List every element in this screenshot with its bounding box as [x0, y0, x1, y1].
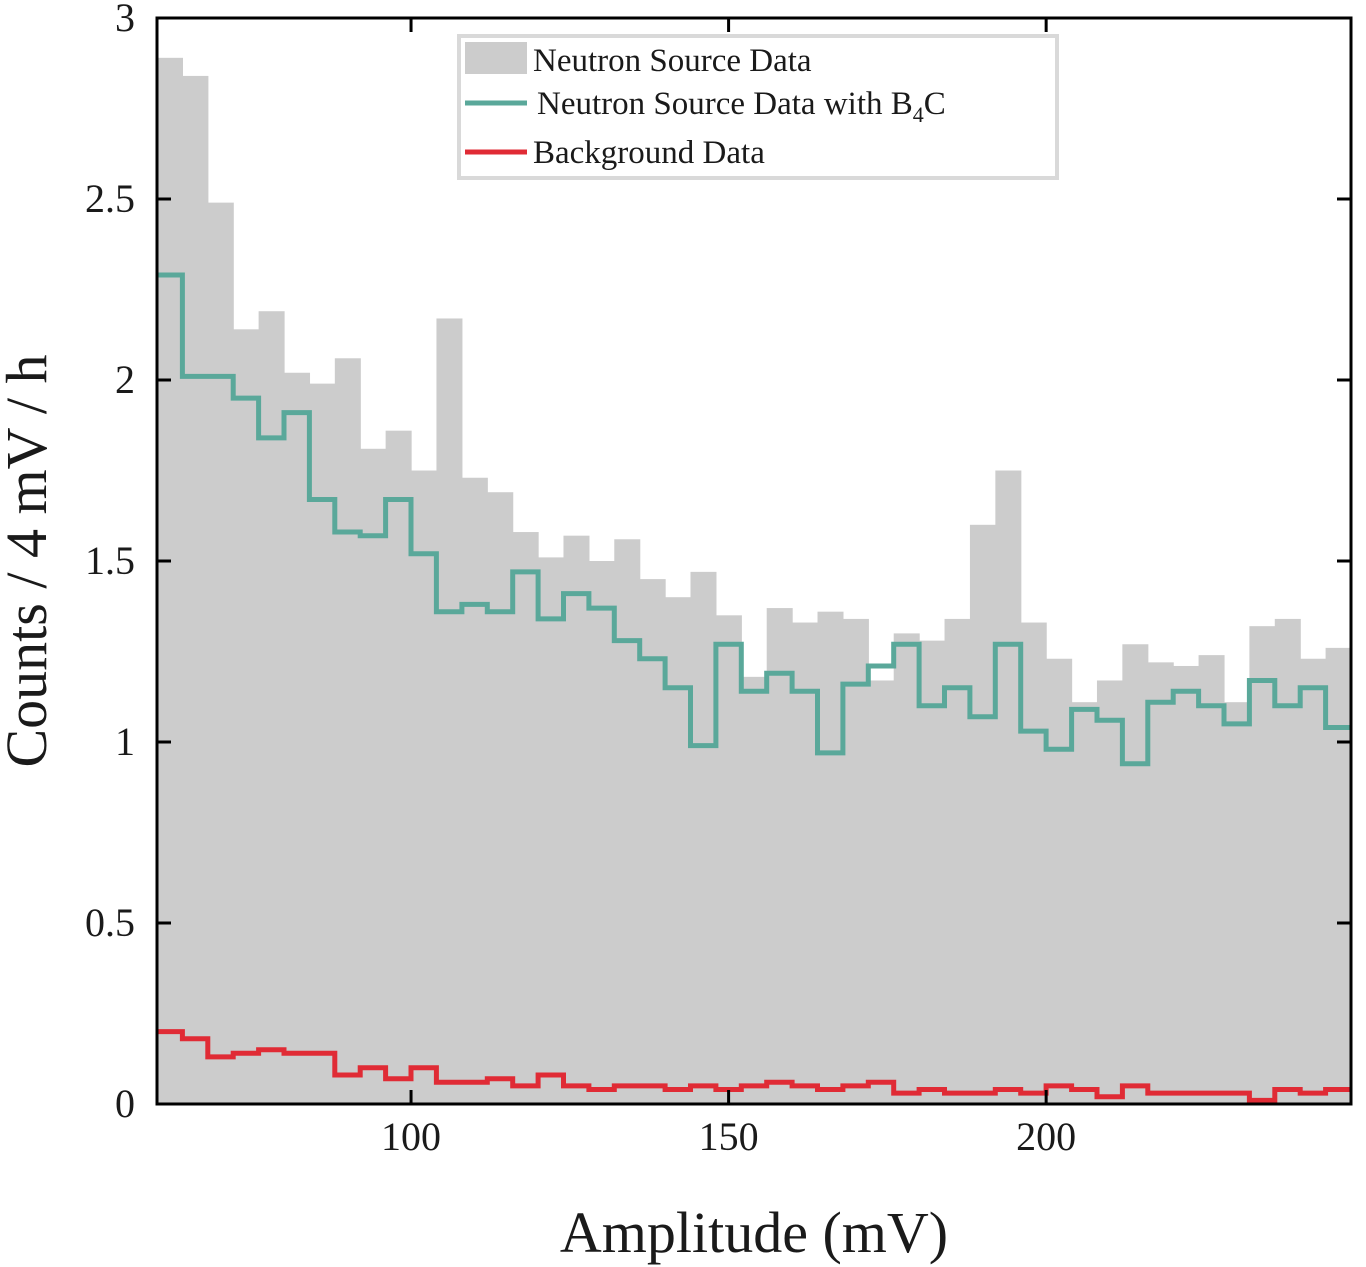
legend-swatch-neutron-source	[465, 42, 527, 74]
histogram-bar	[995, 470, 1022, 1104]
legend-label-b4c-tail: C	[924, 86, 946, 122]
histogram-bar	[741, 676, 768, 1104]
histogram-bar	[157, 57, 184, 1105]
histogram-bar	[1274, 618, 1301, 1104]
axis-ticks: 0 0.5 1 1.5 2 2.5 3 100 150 200	[85, 0, 1351, 1159]
histogram-bar	[1147, 662, 1174, 1104]
histogram-bar	[512, 532, 539, 1104]
y-tick-label: 0	[115, 1081, 135, 1126]
x-tick-label: 200	[1016, 1114, 1076, 1159]
neutron-source-bars	[157, 57, 1352, 1105]
legend-label-background: Background Data	[533, 135, 765, 171]
histogram-bar	[334, 358, 361, 1104]
y-tick-label: 2.5	[85, 176, 135, 221]
histogram-bar	[258, 311, 285, 1105]
histogram-bar	[1198, 655, 1225, 1104]
histogram-bar	[944, 618, 971, 1104]
x-axis-title: Amplitude (mV)	[560, 1200, 948, 1265]
histogram-bar	[1122, 644, 1149, 1104]
histogram-bar	[588, 561, 615, 1104]
histogram-bar	[1223, 702, 1250, 1104]
y-axis-title: Counts / 4 mV / h	[0, 354, 59, 767]
histogram-bar	[360, 448, 387, 1104]
histogram-bar	[309, 383, 336, 1104]
histogram-bar	[182, 75, 209, 1104]
histogram-bar	[690, 571, 717, 1104]
histogram-bar	[538, 557, 565, 1104]
x-tick-label: 150	[699, 1114, 759, 1159]
legend-label-b4c-main: Neutron Source Data with B	[537, 86, 913, 122]
legend: Neutron Source Data Neutron Source Data …	[457, 34, 1059, 180]
legend-label-b4c: Neutron Source Data with B4C	[537, 86, 946, 127]
histogram-bar	[411, 470, 438, 1104]
histogram-bar	[1046, 658, 1073, 1104]
y-tick-label: 3	[115, 0, 135, 40]
b4c-step-line	[157, 272, 1351, 767]
histogram-bar	[614, 539, 641, 1104]
histogram-bar	[817, 611, 844, 1104]
histogram-bar	[436, 318, 463, 1105]
histogram-bar	[461, 477, 488, 1104]
histogram-bar	[665, 597, 692, 1104]
legend-box	[457, 34, 1059, 180]
histogram-bar	[969, 524, 996, 1104]
histogram-bar	[842, 618, 869, 1104]
histogram-bar	[1300, 658, 1327, 1104]
histogram-bar	[207, 202, 234, 1104]
y-tick-label: 1.5	[85, 538, 135, 583]
histogram-bar	[284, 372, 311, 1104]
histogram-bar	[1249, 626, 1276, 1104]
histogram-bar	[487, 492, 514, 1105]
background-step-line	[157, 1029, 1351, 1103]
y-tick-label: 0.5	[85, 900, 135, 945]
histogram-bar	[1020, 622, 1047, 1104]
histogram-bar	[893, 633, 920, 1104]
histogram-bar	[639, 579, 666, 1104]
histogram-bar	[1325, 647, 1352, 1104]
histogram-bar	[1071, 702, 1098, 1104]
histogram-bar	[1096, 680, 1123, 1104]
histogram-bar	[563, 535, 590, 1104]
histogram-bar	[233, 329, 260, 1104]
histogram-bar	[1173, 665, 1200, 1104]
histogram-bar	[715, 615, 742, 1104]
x-tick-label: 100	[381, 1114, 441, 1159]
y-tick-label: 2	[115, 357, 135, 402]
histogram-bar	[766, 608, 793, 1104]
histogram-bar	[919, 640, 946, 1104]
histogram-bar	[792, 622, 819, 1104]
legend-label-b4c-subscript: 4	[913, 102, 924, 127]
y-tick-label: 1	[115, 719, 135, 764]
legend-label-neutron-source: Neutron Source Data	[533, 43, 812, 79]
histogram-bar	[385, 430, 412, 1104]
histogram-bar	[868, 680, 895, 1104]
